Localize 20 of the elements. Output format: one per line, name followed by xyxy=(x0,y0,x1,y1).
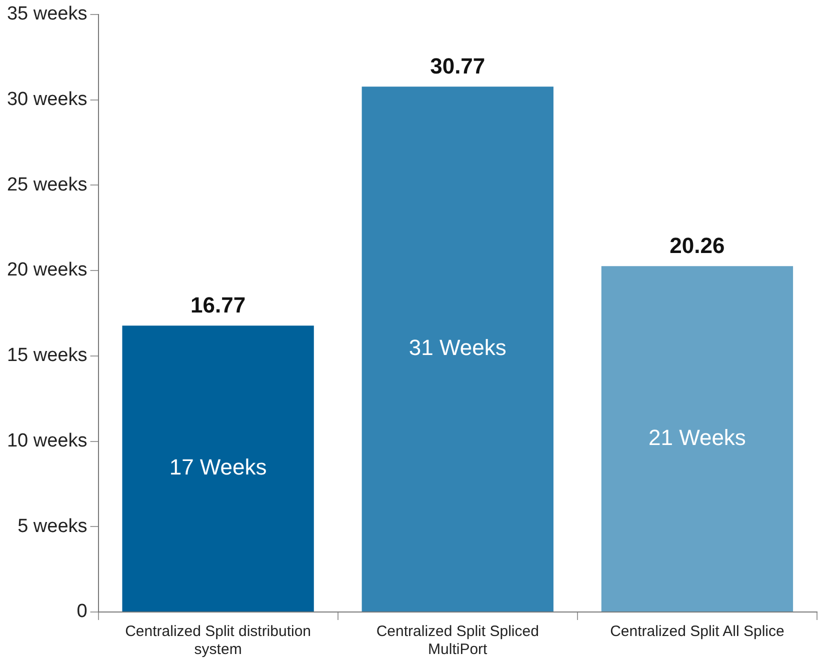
annotation: 17 Weeks xyxy=(169,454,267,480)
annotation: 31 Weeks xyxy=(408,335,506,360)
x-tick-label: Centralized Split All Splice xyxy=(610,623,784,640)
data-label: 20.26 xyxy=(670,233,725,258)
x-tick-label: Centralized Split Spliced MultiPort xyxy=(376,623,539,658)
y-tick-label: 25 weeks xyxy=(6,174,88,196)
y-tick-label: 20 weeks xyxy=(6,260,88,281)
data-label: 16.77 xyxy=(190,292,246,318)
annotation: 21 Weeks xyxy=(648,424,746,450)
y-tick-label: 30 weeks xyxy=(6,89,88,110)
y-tick-label: 0 xyxy=(76,601,88,622)
bar xyxy=(122,326,314,612)
y-tick-label: 10 weeks xyxy=(6,430,88,452)
y-tick-label: 15 weeks xyxy=(6,345,88,366)
data-label: 30.77 xyxy=(430,54,486,79)
x-tick-label: Centralized Split distribution system xyxy=(125,623,312,658)
y-tick-label: 35 weeks xyxy=(6,4,88,25)
y-tick-label: 5 weeks xyxy=(18,516,88,537)
bar xyxy=(601,266,794,612)
bar xyxy=(362,86,554,612)
